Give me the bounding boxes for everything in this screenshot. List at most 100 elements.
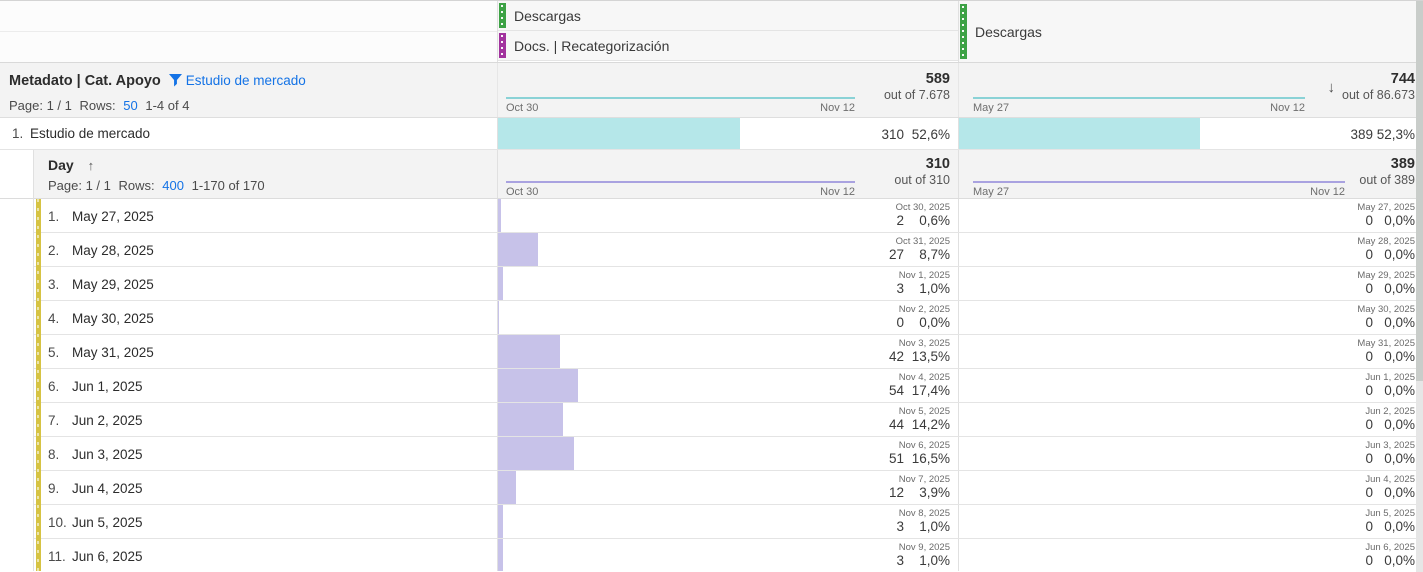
metric-percent: 17,4% [911,383,950,398]
nested-table-header: Day ↑ Page: 1 / 1 Rows: 400 1-170 of 170… [0,150,1423,199]
dimension-title[interactable]: Metadato | Cat. Apoyo [9,73,161,89]
day-label[interactable]: Jun 6, 2025 [72,548,143,564]
table-row[interactable]: 11. Jun 6, 2025 Nov 9, 2025 3 1,0% Jun 6… [0,539,1423,571]
sort-ascending-icon[interactable]: ↑ [87,158,95,173]
table-row[interactable]: 3. May 29, 2025 Nov 1, 2025 3 1,0% May 2… [0,267,1423,301]
range-end-label: Nov 12 [820,102,855,114]
metric-percent: 1,0% [919,553,950,568]
column-header-docs-recategorizacion[interactable]: Docs. | Recategorización [498,31,958,61]
row-number: 10. [48,514,67,530]
day-label[interactable]: May 28, 2025 [72,242,154,258]
day-label[interactable]: May 27, 2025 [72,208,154,224]
value-bar [498,539,503,571]
date-label: Nov 5, 2025 [898,406,950,417]
sort-descending-icon[interactable]: ↓ [1327,79,1336,96]
table-row[interactable]: 4. May 30, 2025 Nov 2, 2025 0 0,0% May 3… [0,301,1423,335]
metric-percent: 0,0% [1384,519,1415,534]
date-label: Oct 30, 2025 [895,202,950,213]
row-number: 7. [48,412,60,428]
value-bar [498,301,500,335]
table-row[interactable]: 6. Jun 1, 2025 Nov 4, 2025 54 17,4% Jun … [0,369,1423,403]
metric-value: 389 [1350,127,1373,142]
day-label[interactable]: Jun 3, 2025 [72,446,143,462]
metric-percent: 0,0% [1384,349,1415,364]
range-end-label: Nov 12 [820,186,855,198]
value-bar [498,335,561,369]
value-bar [498,437,575,471]
range-start-label: May 27 [973,102,1010,114]
sparkline [973,97,1305,99]
metric-value: 3 [896,281,904,296]
table-row[interactable]: 10. Jun 5, 2025 Nov 8, 2025 3 1,0% Jun 5… [0,505,1423,539]
metric-percent: 0,0% [1384,485,1415,500]
date-label: Nov 4, 2025 [898,372,950,383]
metric-value: 3 [896,553,904,568]
row-number: 2. [48,242,60,258]
sparkline [506,181,855,183]
filter-icon [168,74,182,92]
metric-value: 0 [1365,417,1373,432]
table-row[interactable]: 2. May 28, 2025 Oct 31, 2025 27 8,7% May… [0,233,1423,267]
rows-selector[interactable]: 400 [162,178,184,193]
row-number: 3. [48,276,60,292]
pagination: Page: 1 / 1 Rows: 50 1-4 of 4 [0,92,497,113]
dimension-value[interactable]: Estudio de mercado [30,126,151,141]
metric-value: 27 [888,247,904,262]
metric-percent: 3,9% [919,485,950,500]
column-header-descargas-2[interactable]: Descargas [959,1,1423,62]
metric-percent: 0,0% [1384,383,1415,398]
day-label[interactable]: May 31, 2025 [72,344,154,360]
date-label: May 29, 2025 [1357,270,1415,281]
column-total: 310 [925,156,950,172]
table-row-estudio-de-mercado[interactable]: 1. Estudio de mercado 310 52,6% 389 52,3… [0,118,1423,150]
table-row[interactable]: 5. May 31, 2025 Nov 3, 2025 42 13,5% May… [0,335,1423,369]
metric-value: 0 [1365,213,1373,228]
date-label: Nov 9, 2025 [898,542,950,553]
range-end-label: Nov 12 [1310,186,1345,198]
rows-selector[interactable]: 50 [123,98,138,113]
column-out-of: out of 86.673 [1342,88,1415,103]
day-label[interactable]: May 29, 2025 [72,276,154,292]
value-bar [498,403,564,437]
day-label[interactable]: Jun 2, 2025 [72,412,143,428]
metric-percent: 0,0% [1384,281,1415,296]
row-number: 1. [12,126,24,141]
value-bar [498,118,741,149]
filter-link[interactable]: Estudio de mercado [185,73,306,88]
day-label[interactable]: Jun 5, 2025 [72,514,143,530]
day-column-title[interactable]: Day [48,157,74,173]
page-indicator: Page: 1 / 1 [48,178,111,193]
column-header-descargas[interactable]: Descargas [498,1,958,31]
metric-percent: 16,5% [911,451,950,466]
column-out-of: out of 310 [894,173,950,188]
metric-accent-bar-green [499,3,506,28]
table-row[interactable]: 8. Jun 3, 2025 Nov 6, 2025 51 16,5% Jun … [0,437,1423,471]
table-row[interactable]: 9. Jun 4, 2025 Nov 7, 2025 12 3,9% Jun 4… [0,471,1423,505]
metric-percent: 52,3% [1376,127,1415,142]
table-row[interactable]: 1. May 27, 2025 Oct 30, 2025 2 0,6% May … [0,199,1423,233]
date-label: Nov 2, 2025 [898,304,950,315]
row-number: 4. [48,310,60,326]
day-label[interactable]: Jun 1, 2025 [72,378,143,394]
scrollbar-thumb[interactable] [1416,1,1423,381]
table-row[interactable]: 7. Jun 2, 2025 Nov 5, 2025 44 14,2% Jun … [0,403,1423,437]
day-label[interactable]: May 30, 2025 [72,310,154,326]
metric-value: 51 [888,451,904,466]
metric-value: 310 [881,127,904,142]
date-label: May 30, 2025 [1357,304,1415,315]
day-label[interactable]: Jun 4, 2025 [72,480,143,496]
metric-value: 12 [888,485,904,500]
metric-value: 0 [1365,451,1373,466]
value-bar [959,118,1200,149]
column-header-label: Descargas [975,23,1042,40]
metric-value: 0 [896,315,904,330]
scrollbar[interactable] [1416,1,1423,572]
value-bar [498,199,501,233]
rows-label: Rows: [79,98,116,113]
metric-percent: 8,7% [919,247,950,262]
metric-value: 3 [896,519,904,534]
metric-value: 0 [1365,281,1373,296]
value-bar [498,505,503,539]
metric-accent-bar-purple [499,33,506,58]
